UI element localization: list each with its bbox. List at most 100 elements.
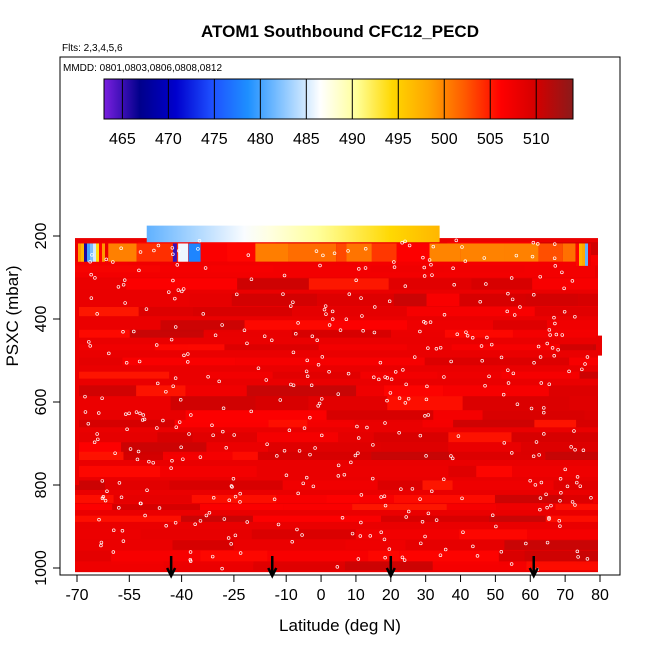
sample-point [335,565,340,569]
sample-point [570,500,575,504]
field-cell [476,465,513,478]
sample-point [301,481,305,486]
colorbar-gradient [103,78,574,120]
field-cell [532,278,598,290]
sample-point [342,472,347,477]
sample-point [401,368,405,372]
sample-point [559,491,563,495]
field-cell [75,344,155,351]
sample-point [404,382,408,387]
colorbar-ticks: 465 470 475 480 485 490 495 500 505 510 [109,79,550,148]
sample-point [309,383,314,387]
sample-point [499,550,504,554]
field-cell [569,396,597,411]
y-tick-label: 800 [33,472,50,499]
field-cell [355,529,460,540]
x-tick-label: -25 [222,587,245,604]
field-cell [525,293,579,307]
sample-point [410,487,415,491]
field-cell [407,320,494,332]
sample-point [155,426,159,430]
sample-point [430,489,434,494]
sample-point [164,523,168,528]
field-cell [308,278,389,290]
sample-point [304,475,309,480]
sample-point [315,338,319,343]
x-tick-label: -55 [118,587,141,604]
sample-point [300,533,304,537]
sample-point [119,246,123,251]
sample-point [111,260,115,264]
sample-point [127,411,131,416]
field-cell [121,442,207,455]
field-cell [448,451,546,460]
sample-point [463,259,468,263]
sample-point [245,341,249,346]
field-cell [244,320,331,332]
chart-title: ATOM1 Southbound CFC12_PECD [201,22,479,41]
colorbar: 465 470 475 480 485 490 495 500 505 510 [103,78,574,148]
sample-point [377,377,381,382]
field-cell [75,261,595,278]
sample-point [418,433,423,438]
sample-point [310,334,315,339]
sample-point [402,558,407,562]
sample-point [152,248,156,253]
field-cell [75,561,121,571]
sample-point [233,533,238,538]
y-tick-label: 600 [33,389,50,416]
sample-point [426,346,430,350]
sample-point [224,446,228,450]
field-cell [75,320,161,332]
sample-point [314,249,319,253]
field-cell [75,465,161,478]
sample-point [340,515,345,520]
sample-point [423,534,427,539]
sample-point [132,329,136,334]
sample-point [539,480,544,485]
sample-point [388,391,393,395]
sample-point [256,366,261,370]
field-cell [482,410,585,423]
sample-point [379,495,383,499]
flight-arrow-head [166,567,177,579]
field-cell [593,344,598,351]
sample-point [549,503,553,508]
sample-point [350,531,355,536]
sample-point [542,406,546,410]
sample-point [569,445,573,449]
sample-point [532,293,536,297]
field-cell [75,371,170,379]
sample-point [530,254,535,259]
field-cell [160,465,257,478]
sample-point [370,476,375,481]
sample-point [96,437,100,442]
field-cell [267,550,369,565]
field-cell [188,243,201,262]
field-cell [246,385,357,397]
field-cell [338,432,374,443]
sample-point [479,344,484,348]
y-axis-label: PSXC (mbar) [3,265,22,366]
sample-point [363,246,368,251]
sample-point [272,497,277,502]
field-cell [140,529,224,540]
sample-point [196,247,200,251]
field-cell [569,357,598,366]
field-cell [393,494,495,503]
field-cell [422,480,453,490]
field-cell [562,243,576,262]
field-cell [326,357,425,366]
sample-point [536,242,540,246]
sample-point [406,509,411,514]
sample-point [383,375,387,379]
sample-point [321,253,325,258]
field-cell [520,442,598,455]
field-cell [371,451,449,460]
sample-point [211,433,215,437]
sample-point [556,347,560,352]
field-cell [75,550,112,565]
sample-point [529,406,534,411]
field-cell [233,540,346,550]
sample-point [400,555,405,560]
